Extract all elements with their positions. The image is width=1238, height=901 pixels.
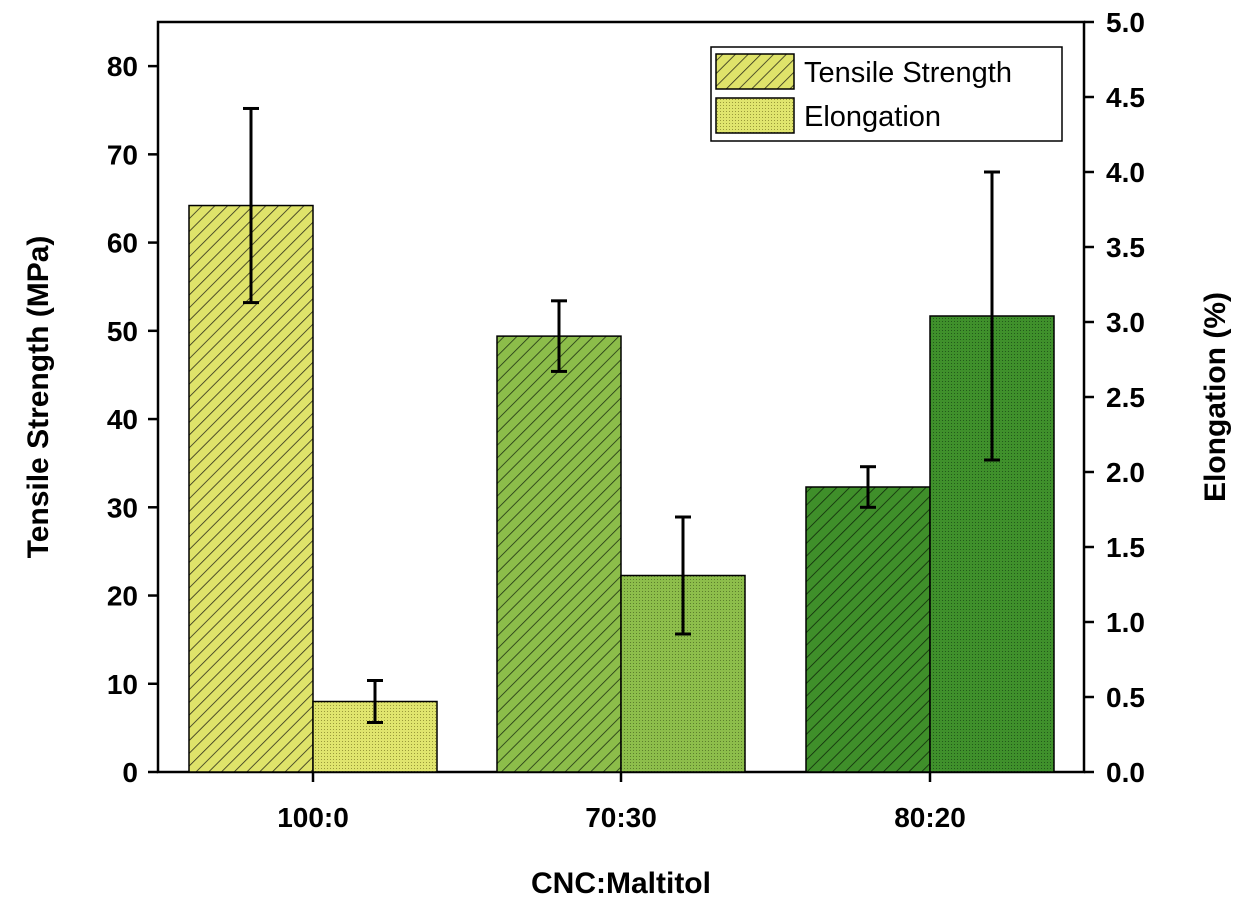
left-tick-label-80: 80 [107, 51, 138, 82]
legend-label-tensile-strength: Tensile Strength [804, 57, 1012, 89]
left-tick-label-10: 10 [107, 669, 138, 700]
right-tick-label-0-5: 0.5 [1106, 682, 1145, 713]
right-tick-label-1-5: 1.5 [1106, 532, 1145, 563]
left-tick-label-20: 20 [107, 581, 138, 612]
legend-swatch-elongation [715, 97, 795, 134]
right-tick-label-3-0: 3.0 [1106, 307, 1145, 338]
error-bar-elongation-70-30 [675, 515, 691, 636]
right-tick-label-3-5: 3.5 [1106, 232, 1145, 263]
x-tick-label-100-0: 100:0 [277, 802, 349, 833]
right-tick-label-2-5: 2.5 [1106, 382, 1145, 413]
right-tick-label-4-0: 4.0 [1106, 157, 1145, 188]
error-bar-tensile-strength-70-30 [551, 299, 567, 373]
left-axis: 0 10 20 30 40 50 60 70 80 [107, 51, 158, 788]
legend-label-elongation: Elongation [804, 101, 941, 133]
left-axis-title: Tensile Strength (MPa) [22, 236, 55, 559]
right-axis: 0.0 0.5 1.0 1.5 2.0 2.5 3.0 3.5 4.0 4.5 5.0 [1084, 7, 1145, 788]
right-tick-label-4-5: 4.5 [1106, 82, 1145, 113]
left-tick-label-60: 60 [107, 228, 138, 259]
right-tick-label-2-0: 2.0 [1106, 457, 1145, 488]
right-tick-label-0-0: 0.0 [1106, 757, 1145, 788]
right-axis-title: Elongation (%) [1199, 292, 1232, 502]
right-tick-label-1-0: 1.0 [1106, 607, 1145, 638]
left-tick-label-70: 70 [107, 139, 138, 170]
error-bar-elongation-80-20 [984, 170, 1000, 462]
left-tick-label-0: 0 [122, 757, 138, 788]
error-bar-tensile-strength-100-0 [243, 106, 259, 305]
x-axis: 100:0 70:30 80:20 [277, 772, 966, 833]
x-tick-label-80-20: 80:20 [894, 802, 966, 833]
legend-swatch-tensile-strength [715, 53, 795, 90]
x-tick-label-70-30: 70:30 [585, 802, 657, 833]
bar-tensile-strength-70-30 [496, 335, 622, 773]
bar-tensile-strength-80-20 [805, 486, 931, 773]
error-bars-layer [243, 106, 1000, 724]
bars-layer [188, 204, 1055, 773]
x-axis-title: CNC:Maltitol [531, 867, 711, 900]
left-tick-label-50: 50 [107, 316, 138, 347]
right-tick-label-5-0: 5.0 [1106, 7, 1145, 38]
left-tick-label-40: 40 [107, 404, 138, 435]
legend: Tensile Strength Elongation [710, 46, 1063, 142]
left-tick-label-30: 30 [107, 492, 138, 523]
error-bar-tensile-strength-80-20 [860, 465, 876, 509]
error-bar-elongation-100-0 [367, 679, 383, 724]
